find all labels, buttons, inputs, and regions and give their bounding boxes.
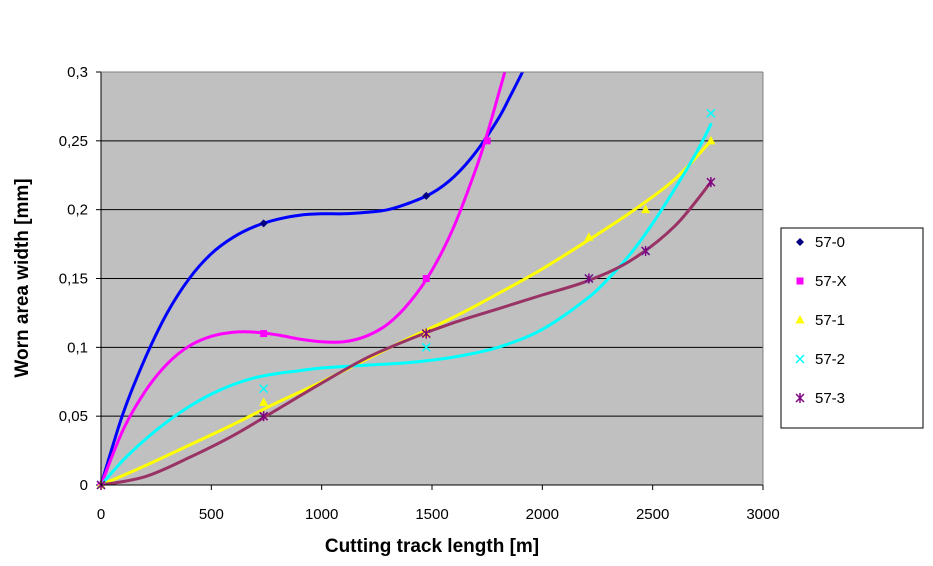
x-tick-label: 0 xyxy=(97,506,105,523)
marker-shape xyxy=(796,277,804,285)
trendlines xyxy=(101,72,713,485)
marker-shape xyxy=(483,137,491,145)
trendline-57-X xyxy=(101,72,507,485)
marker-shape xyxy=(259,219,268,228)
y-tick-label: 0,2 xyxy=(67,202,88,219)
data-point-57-0 xyxy=(422,191,431,200)
legend-marker-57-X xyxy=(796,277,804,285)
y-tick-labels: 0 0,05 0,1 0,15 0,2 0,25 0,3 xyxy=(59,64,88,494)
data-point-57-X xyxy=(422,275,430,282)
x-tick-label: 2500 xyxy=(636,506,669,523)
x-axis-title: Cutting track length [m] xyxy=(325,536,539,557)
data-point-57-1 xyxy=(259,397,269,406)
legend-label: 57-3 xyxy=(815,390,845,407)
data-point-57-0 xyxy=(259,219,268,228)
x-tick-label: 3000 xyxy=(746,506,779,523)
legend-item: 57-X xyxy=(796,273,847,290)
legend-marker-57-2 xyxy=(795,354,805,364)
marker-shape xyxy=(422,191,431,200)
legend-item: 57-0 xyxy=(796,234,845,251)
data-point-57-3 xyxy=(584,273,594,284)
data-point-57-2 xyxy=(421,342,431,352)
marker-shape xyxy=(795,315,805,324)
data-point-57-1 xyxy=(706,135,716,145)
data-point-57-1 xyxy=(584,232,594,241)
legend: 57-0 57-X 57-1 57-2 57-3 xyxy=(780,227,924,429)
legend-label: 57-1 xyxy=(815,312,845,329)
data-point-57-2 xyxy=(259,384,269,394)
y-tick-label: 0 xyxy=(80,477,88,494)
legend-item: 57-1 xyxy=(795,312,845,329)
y-tick-label: 0,05 xyxy=(59,408,88,425)
x-tick-label: 1000 xyxy=(305,506,338,523)
axes xyxy=(100,71,764,486)
x-tick-labels: 0 500 1000 1500 2000 2500 3000 xyxy=(97,506,780,523)
data-point-57-3 xyxy=(259,411,269,422)
data-point-57-3 xyxy=(421,328,431,339)
legend-item: 57-2 xyxy=(795,351,845,368)
marker-shape xyxy=(706,135,716,145)
legend-label: 57-X xyxy=(815,273,847,290)
marker-shape xyxy=(584,232,594,241)
marker-shape xyxy=(706,108,716,118)
y-tick-label: 0,3 xyxy=(67,64,88,81)
trendline-57-3 xyxy=(101,180,713,485)
data-point-57-X xyxy=(483,137,491,145)
legend-label: 57-0 xyxy=(815,234,845,251)
legend-marker-57-3 xyxy=(795,393,805,403)
x-tick-label: 500 xyxy=(199,506,224,523)
data-markers xyxy=(96,108,716,490)
data-point-57-3 xyxy=(641,245,651,256)
data-point-57-2 xyxy=(706,108,716,118)
x-tick-label: 1500 xyxy=(415,506,448,523)
legend-item: 57-3 xyxy=(795,390,845,407)
data-point-57-1 xyxy=(641,204,651,214)
x-tick-label: 2000 xyxy=(526,506,559,523)
marker-shape xyxy=(260,330,268,338)
trendline-57-2 xyxy=(101,122,713,485)
marker-shape xyxy=(259,384,269,394)
marker-shape xyxy=(796,238,804,246)
legend-label: 57-2 xyxy=(815,351,845,368)
marker-shape xyxy=(422,275,430,282)
y-tick-label: 0,15 xyxy=(59,271,88,288)
y-tick-label: 0,1 xyxy=(67,339,88,356)
trendline-57-0 xyxy=(101,72,524,485)
data-point-57-X xyxy=(260,330,268,338)
marker-shape xyxy=(421,342,431,352)
legend-marker-57-0 xyxy=(796,238,804,246)
marker-shape xyxy=(641,204,651,214)
legend-marker-57-1 xyxy=(795,315,805,324)
legend-box xyxy=(780,227,924,429)
y-tick-label: 0,25 xyxy=(59,133,88,150)
data-point-57-3 xyxy=(706,177,716,188)
marker-shape xyxy=(795,354,805,364)
y-axis-title: Worn area width [mm] xyxy=(12,178,33,377)
marker-shape xyxy=(259,397,269,406)
